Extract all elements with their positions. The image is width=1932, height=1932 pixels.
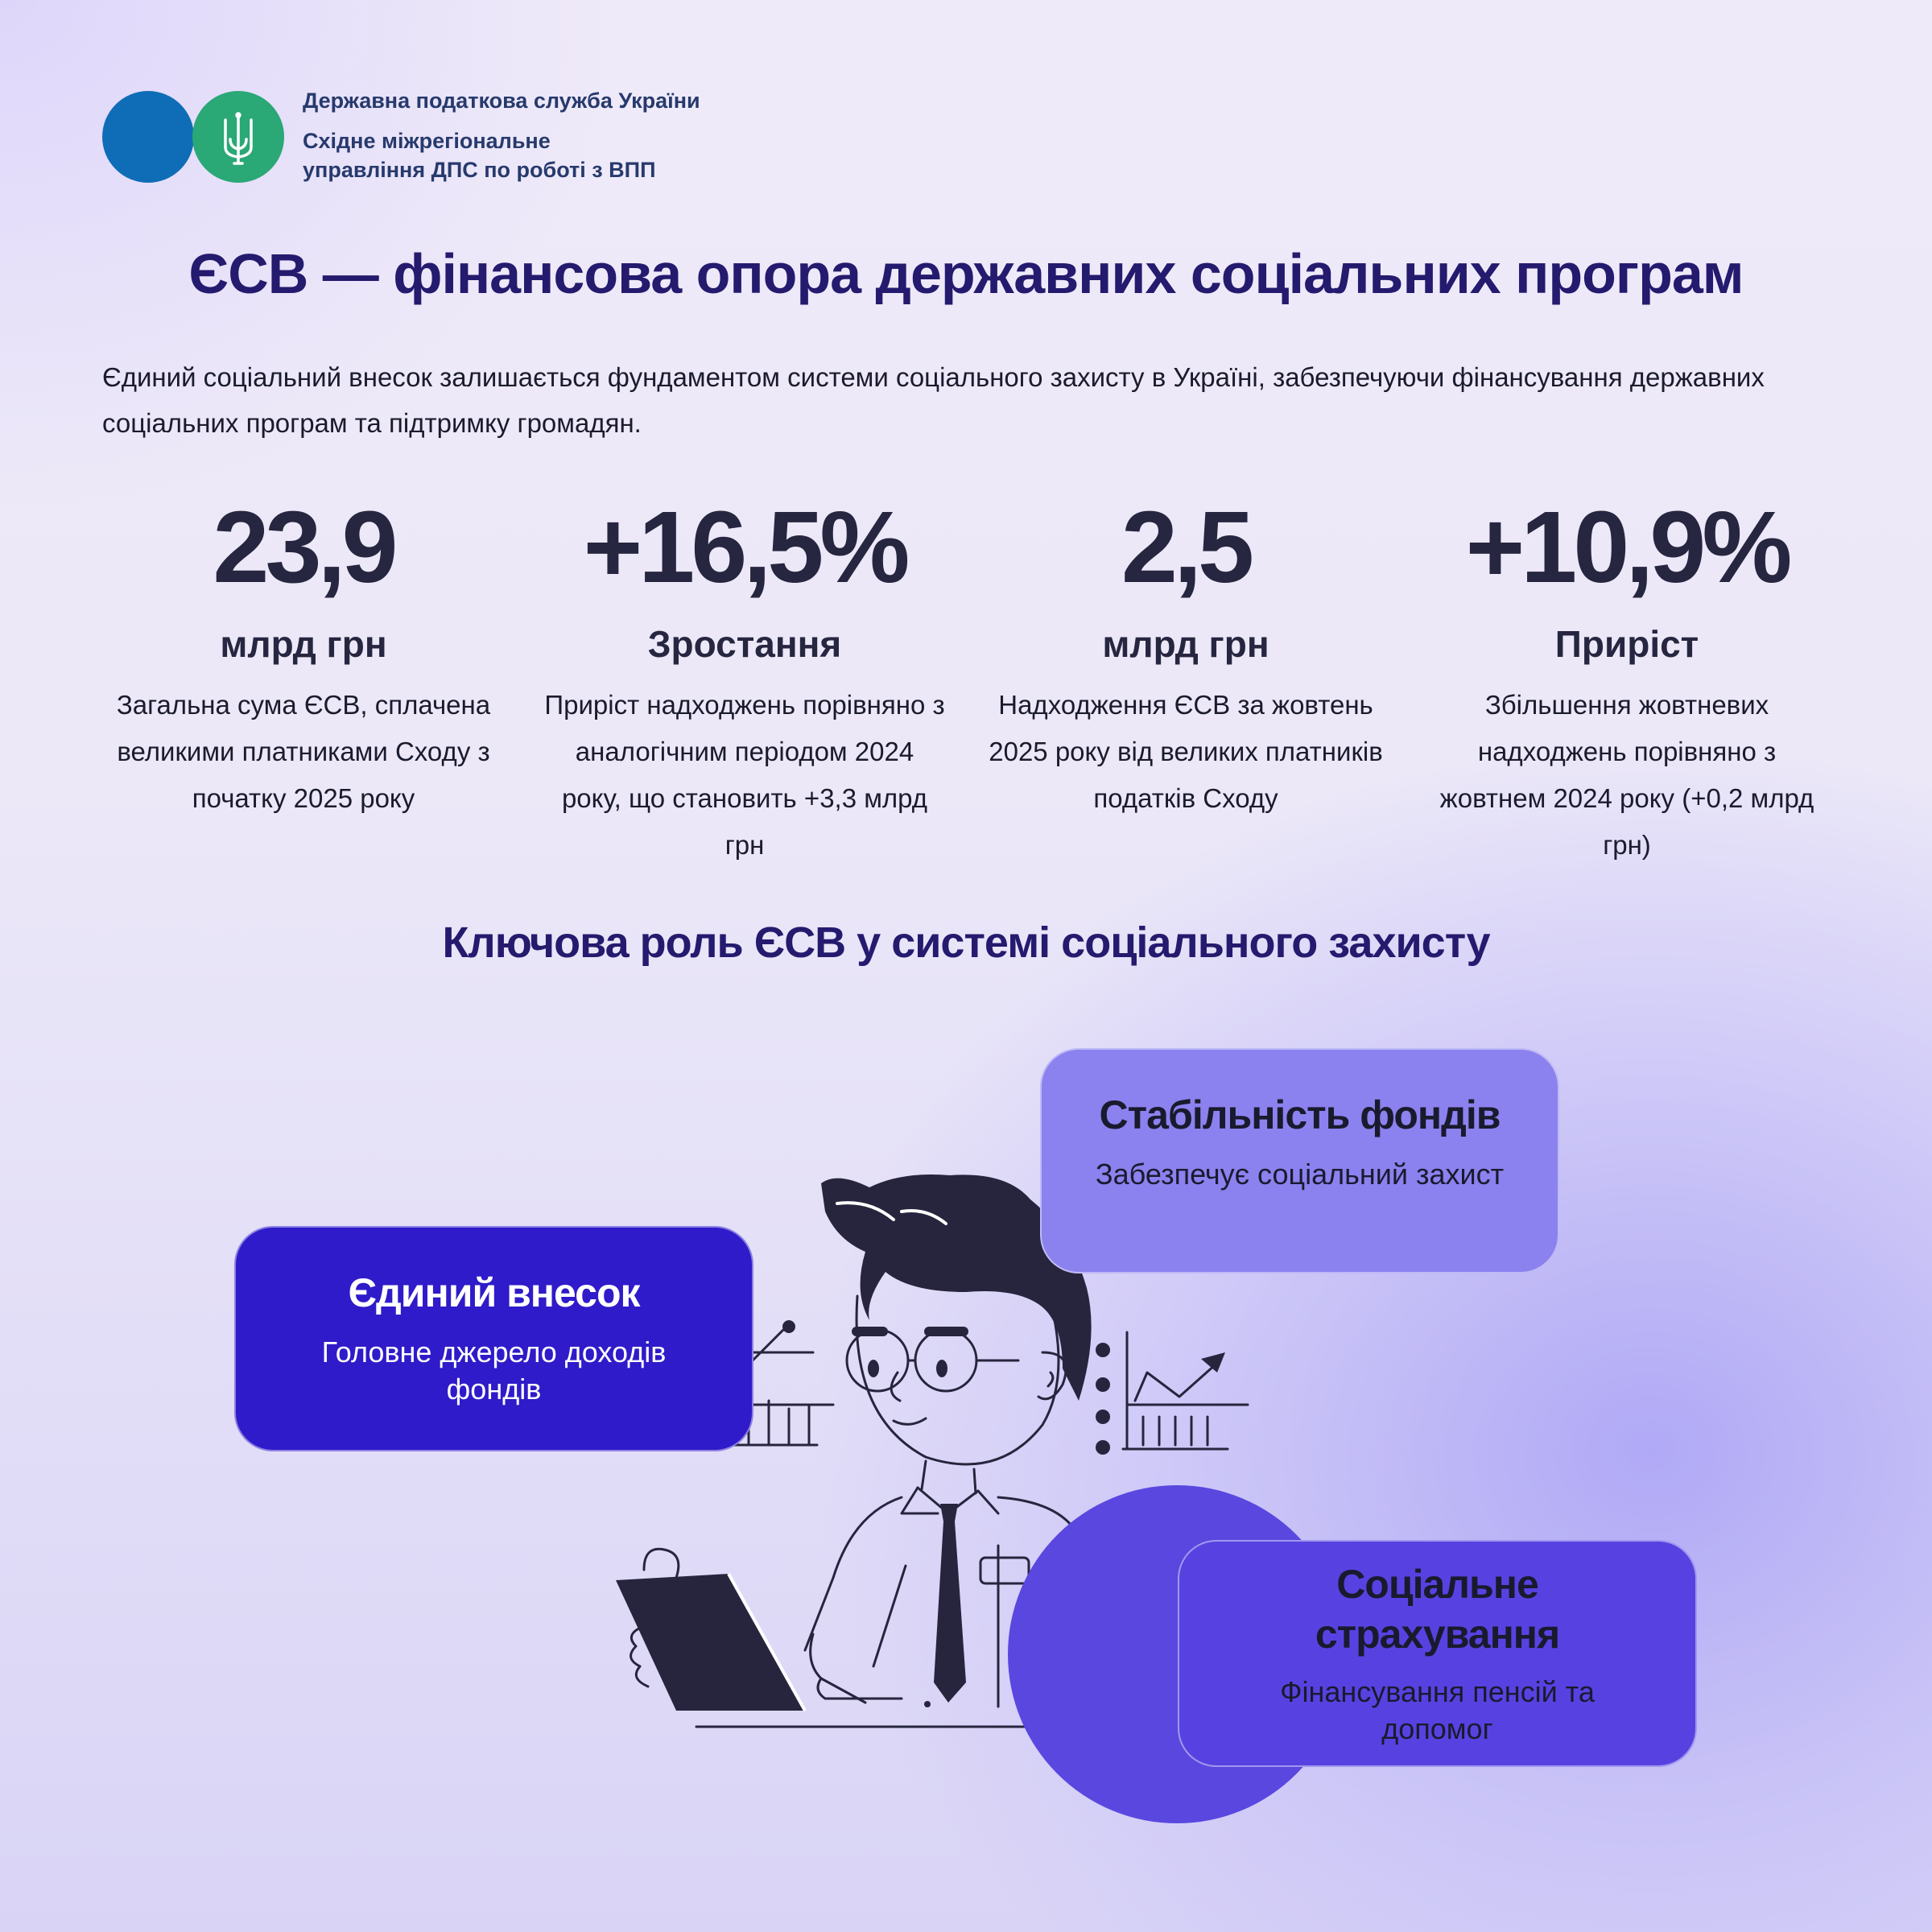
stat-value: 2,5 (1121, 490, 1254, 604)
card-title-line-1: Соціальне (1336, 1562, 1539, 1607)
intro-text: Єдиний соціальний внесок залишається фун… (102, 362, 1765, 438)
stat-label: Зростання (647, 623, 842, 665)
stat-growth: +16,5% Зростання Приріст надходжень порі… (543, 487, 946, 869)
stat-october-growth: +10,9% Приріст Збільшення жовтневих надх… (1426, 487, 1828, 869)
stat-value: +16,5% (583, 490, 910, 604)
card-title: Єдиний внесок (348, 1270, 640, 1315)
department-line-2: управління ДПС по роботі з ВПП (303, 158, 656, 182)
department-line-1: Східне міжрегіональне (303, 129, 551, 153)
stat-october: 2,5 млрд грн Надходження ЄСВ за жовтень … (985, 487, 1387, 822)
card-text: Фінансування пенсій та допомог (1280, 1675, 1595, 1745)
card-single-contribution: Єдиний внесок Головне джерело доходів фо… (234, 1226, 753, 1451)
card-text: Головне джерело доходів фондів (321, 1335, 667, 1406)
page-title: ЄСВ — фінансова опора державних соціальн… (188, 242, 1744, 305)
section-title: Ключова роль ЄСВ у системі соціального з… (442, 919, 1490, 967)
stat-value: +10,9% (1465, 490, 1793, 604)
card-title-line-2: страхування (1315, 1612, 1560, 1657)
card-fund-stability: Стабільність фондів Забезпечує соціальни… (1040, 1048, 1559, 1274)
stat-label: Приріст (1554, 623, 1699, 665)
card-text: Забезпечує соціальний захист (1095, 1158, 1505, 1191)
trident-icon (224, 112, 253, 165)
stat-description: Збільшення жовтневих надходжень порівнян… (1439, 690, 1814, 860)
stat-value: 23,9 (213, 490, 398, 604)
org-name: Державна податкова служба України (303, 89, 700, 113)
stat-label: млрд грн (220, 623, 387, 665)
stat-description: Надходження ЄСВ за жовтень 2025 року від… (989, 690, 1383, 813)
card-social-insurance: Соціальне страхування Фінансування пенсі… (1178, 1540, 1697, 1767)
logo-blue-circle (102, 91, 194, 183)
stat-total-esv: 23,9 млрд грн Загальна сума ЄСВ, сплачен… (102, 487, 505, 822)
card-title: Стабільність фондів (1099, 1092, 1501, 1137)
stat-description: Загальна сума ЄСВ, сплачена великими пла… (116, 690, 491, 813)
stat-label: млрд грн (1102, 623, 1269, 665)
stat-description: Приріст надходжень порівняно з аналогічн… (544, 690, 945, 860)
